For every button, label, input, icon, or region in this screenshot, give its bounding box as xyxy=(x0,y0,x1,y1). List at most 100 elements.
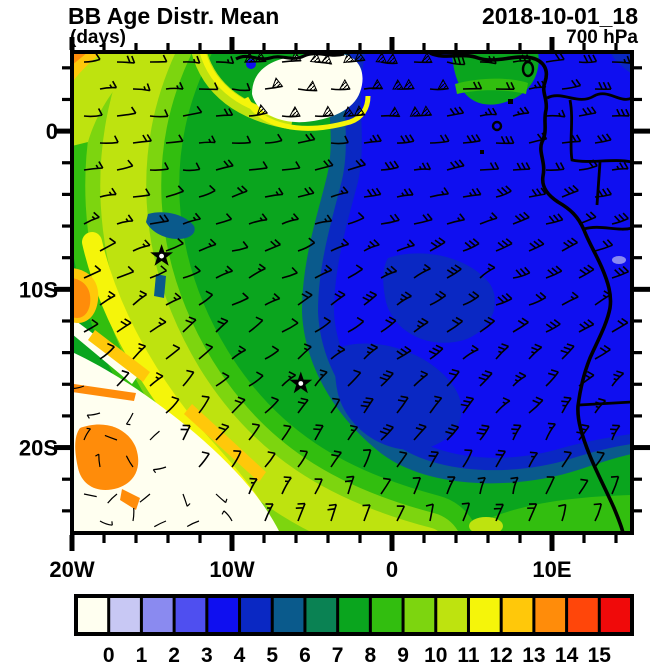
wind-barb-pennant xyxy=(354,52,366,62)
colorbar-tick-label: 2 xyxy=(168,644,180,667)
wind-barb xyxy=(510,476,519,495)
wind-barb xyxy=(116,214,134,225)
wind-barb xyxy=(231,450,242,468)
wind-barb xyxy=(314,214,333,225)
wind-barb xyxy=(561,396,572,414)
colorbar-tick-label: 3 xyxy=(201,644,213,667)
wind-barb xyxy=(182,105,203,117)
wind-barb xyxy=(594,397,607,414)
colorbar-cell xyxy=(76,596,109,634)
wind-barb xyxy=(578,211,597,225)
country-border xyxy=(595,161,602,206)
wind-barb xyxy=(215,265,234,279)
wind-barb xyxy=(360,397,374,414)
colorbar-cell xyxy=(566,596,600,634)
wind-barb xyxy=(363,343,379,360)
contour-region xyxy=(460,495,632,533)
wind-barb xyxy=(545,319,561,333)
colorbar-cell xyxy=(239,596,273,634)
colorbar-cell xyxy=(468,596,502,634)
wind-barb xyxy=(281,213,300,225)
colorbar-cell xyxy=(141,596,175,634)
colorbar-cell xyxy=(174,596,207,634)
wind-barb xyxy=(165,238,184,252)
wind-barb xyxy=(83,264,102,279)
wind-barb xyxy=(545,369,559,387)
wind-barb-pennant xyxy=(420,105,433,117)
wind-barb xyxy=(149,109,169,118)
wind-barb xyxy=(380,265,398,279)
wind-barb xyxy=(248,477,258,495)
wind-barb xyxy=(476,424,490,441)
wind-barb xyxy=(132,290,148,306)
wind-barb xyxy=(297,186,315,198)
wind-barb xyxy=(380,213,400,225)
wind-barb xyxy=(462,134,481,144)
wind-barb xyxy=(297,290,313,306)
colorbar-frame xyxy=(74,594,634,636)
wind-barb xyxy=(182,212,202,225)
star-center xyxy=(159,253,165,259)
wind-barb xyxy=(198,82,219,91)
wind-barb xyxy=(429,134,450,144)
contour-patch-navy xyxy=(335,343,462,450)
colorbar-tick-label: 5 xyxy=(266,644,278,667)
wind-barb xyxy=(412,476,422,495)
wind-barb xyxy=(362,290,378,306)
contour-region xyxy=(72,52,150,146)
wind-barb xyxy=(198,451,210,468)
y-axis-tick-label: 10S xyxy=(19,277,58,302)
wind-barb xyxy=(479,212,498,225)
wind-barb-pennant xyxy=(353,105,366,117)
wind-barb xyxy=(578,159,598,171)
wind-barb xyxy=(446,264,462,279)
wind-barb xyxy=(281,161,301,171)
wind-barb xyxy=(264,239,281,252)
wind-barb xyxy=(396,239,415,252)
wind-barb xyxy=(363,239,380,252)
wind-barb xyxy=(528,396,544,414)
wind-barb xyxy=(139,493,151,503)
wind-barb xyxy=(99,237,117,252)
wind-barb xyxy=(215,159,234,171)
wind-barb xyxy=(182,265,201,279)
contour-region xyxy=(72,278,91,318)
wind-barb xyxy=(132,188,151,198)
wind-barb xyxy=(327,503,338,522)
wind-barb xyxy=(528,291,547,306)
wind-barb xyxy=(149,317,167,333)
wind-barb xyxy=(429,187,450,198)
wind-barb xyxy=(152,466,167,474)
wind-barb xyxy=(248,316,264,333)
wind-barb xyxy=(153,520,167,528)
wind-barb xyxy=(182,162,201,172)
contour-region xyxy=(146,212,195,239)
contour-region xyxy=(72,52,88,65)
wind-barb xyxy=(86,412,101,419)
wind-barb-pennant xyxy=(386,52,398,64)
wind-barb xyxy=(83,493,97,498)
contour-region xyxy=(88,330,150,382)
wind-barb xyxy=(594,451,605,468)
wind-barb xyxy=(132,342,147,360)
country-border xyxy=(583,225,632,231)
wind-barb xyxy=(347,212,365,225)
wind-barb xyxy=(446,368,460,387)
wind-barb xyxy=(545,476,555,495)
wind-barb xyxy=(314,316,332,333)
wind-barb xyxy=(429,237,446,252)
wind-barb xyxy=(182,369,195,387)
wind-barb xyxy=(445,424,460,441)
wind-barb xyxy=(479,316,496,333)
wind-barb-pennant xyxy=(256,103,269,116)
wind-barb xyxy=(528,451,539,468)
y-axis-tick-label: 20S xyxy=(19,436,58,461)
wind-barb xyxy=(281,424,292,441)
wind-barb xyxy=(347,158,366,171)
wind-barb xyxy=(231,82,251,92)
wind-barb xyxy=(545,52,565,63)
wind-barb xyxy=(380,316,397,333)
wind-barb xyxy=(446,213,466,225)
colorbar-cell xyxy=(272,596,305,634)
wind-barb-pennant xyxy=(290,52,302,62)
